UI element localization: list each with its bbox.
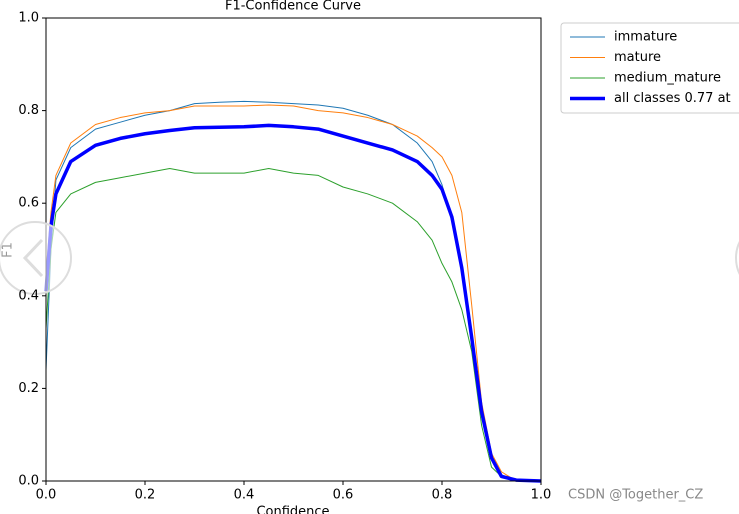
chevron (22, 238, 44, 278)
x-tick-label: 0.8 (432, 488, 453, 503)
series-line (44, 123, 542, 483)
carousel-prev[interactable] (0, 221, 72, 295)
series-line (45, 167, 541, 482)
y-tick-label: 0.4 (18, 288, 39, 303)
x-tick-label: 1.0 (531, 488, 552, 503)
carousel-button[interactable] (0, 221, 72, 295)
x-tick-label: 0.6 (333, 488, 354, 503)
legend-label: mature (614, 50, 661, 65)
y-tick-label: 0.0 (18, 474, 39, 489)
carousel-next[interactable] (735, 222, 739, 294)
axes-frame (45, 17, 542, 482)
legend-box (560, 22, 739, 114)
y-tick-label: 0.6 (18, 196, 39, 211)
x-tick-label: 0.4 (234, 488, 255, 503)
chart-title: F1-Confidence Curve (225, 0, 361, 14)
y-tick-label: 0.2 (18, 381, 39, 396)
legend-label: immature (614, 30, 677, 45)
series-line (45, 104, 541, 482)
legend-label: all classes 0.77 at (614, 91, 731, 106)
watermark: CSDN @Together_CZ (568, 488, 703, 503)
x-tick-label: 0.2 (135, 488, 156, 503)
legend-label: medium_mature (614, 71, 721, 86)
carousel-button[interactable] (735, 222, 739, 294)
x-tick-label: 0.0 (36, 488, 57, 503)
plot-area (44, 100, 542, 483)
x-axis-label: Confidence (256, 505, 329, 514)
y-tick-label: 1.0 (18, 11, 39, 26)
y-tick-label: 0.8 (18, 103, 39, 118)
